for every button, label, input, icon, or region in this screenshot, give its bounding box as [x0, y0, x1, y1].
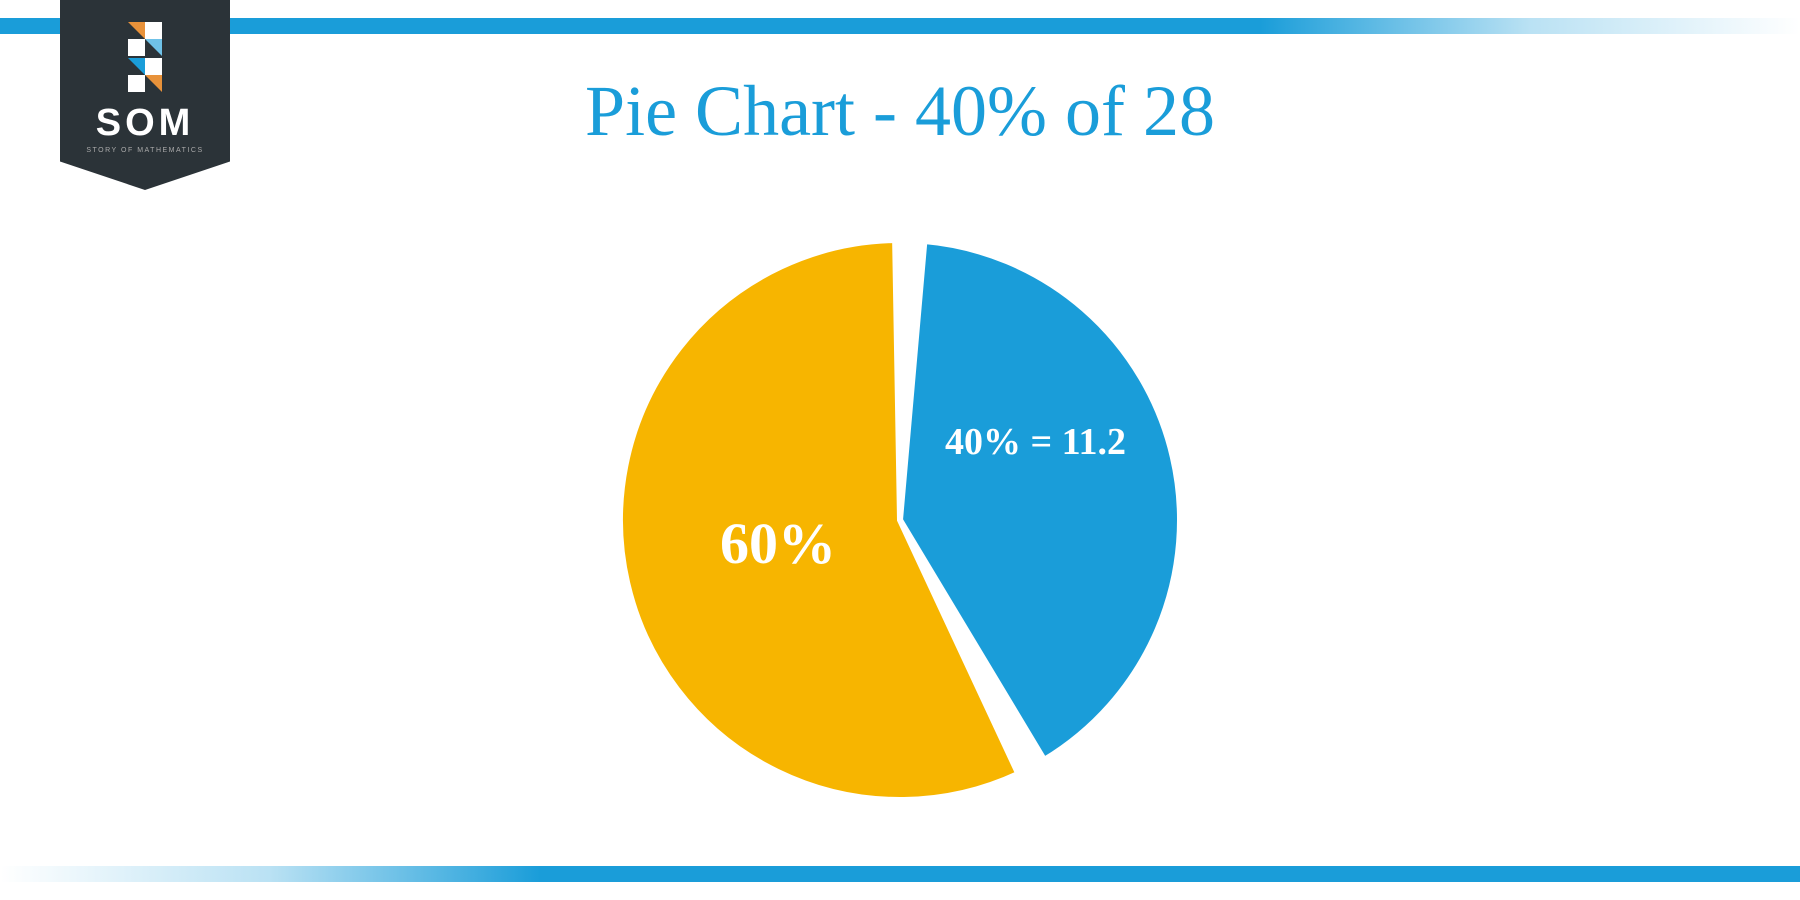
slice-label-40: 40% = 11.2 [945, 420, 1126, 464]
logo-text: SOM [96, 102, 195, 145]
top-decorative-bar [0, 18, 1800, 34]
pie-chart: 60% 40% = 11.2 [610, 230, 1190, 810]
logo-subtitle: STORY OF MATHEMATICS [86, 147, 203, 154]
bottom-decorative-bar [0, 866, 1800, 882]
page-title: Pie Chart - 40% of 28 [585, 70, 1215, 153]
logo-icon [110, 22, 180, 92]
logo-badge: SOM STORY OF MATHEMATICS [60, 0, 230, 190]
slice-label-60: 60% [720, 510, 836, 577]
pie-svg [610, 230, 1190, 810]
